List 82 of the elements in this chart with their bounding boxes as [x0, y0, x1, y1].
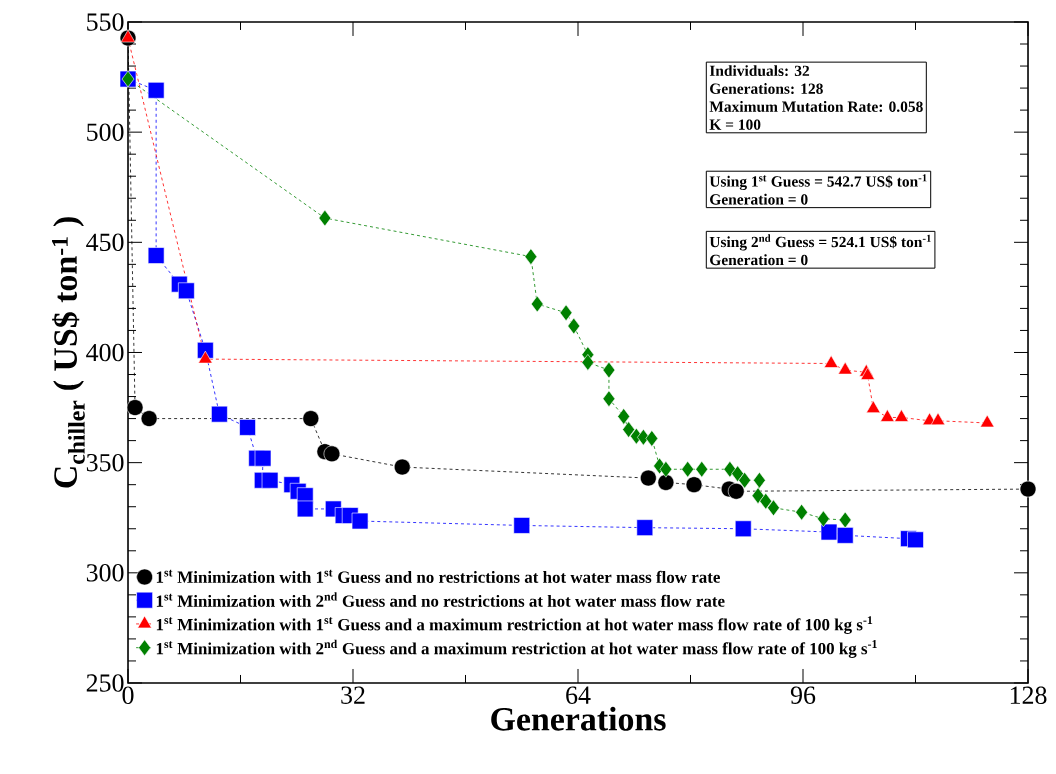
point — [393, 458, 411, 476]
point — [751, 487, 765, 504]
point — [657, 474, 675, 491]
point — [126, 399, 144, 416]
point — [727, 482, 745, 500]
point — [866, 400, 881, 413]
point — [198, 350, 213, 364]
point — [140, 410, 158, 427]
point — [351, 512, 369, 530]
point — [695, 460, 709, 478]
point — [254, 449, 272, 467]
x-tick-label: 0 — [122, 686, 134, 704]
annotation: Generations: 128 — [710, 83, 823, 95]
x-tick-label: 32 — [341, 686, 365, 704]
point — [530, 295, 544, 313]
y-tick-label: 550 — [87, 13, 124, 31]
point — [817, 510, 830, 528]
legend-label: 1$^{st}$ Minimization with 2$^{nd}$ Guess and no restrictions at hot water mass flow rate — [156, 592, 725, 607]
y-tick-label: 450 — [86, 233, 124, 252]
point — [513, 517, 531, 534]
point — [581, 354, 595, 371]
point — [738, 471, 751, 489]
point — [645, 430, 659, 447]
point — [838, 511, 852, 529]
point — [823, 355, 839, 368]
y-tick-label: 350 — [86, 453, 124, 472]
y-tick-label: 300 — [86, 564, 124, 582]
x-tick-label: 64 — [566, 686, 591, 704]
legend-label: 1$^{st}$ Minimization with 2$^{nd}$ Guess and a maximum restriction at hot water mass flow rate of 100 kg s$^{-1}$ — [156, 639, 877, 658]
point — [211, 405, 228, 423]
point — [980, 414, 995, 428]
annotation: Using 2$^{nd}$ Guess = 524.1 US$ ton$^{-1}$ — [709, 234, 931, 251]
point — [685, 476, 703, 493]
x-tick-label: 96 — [790, 686, 816, 704]
point — [753, 471, 766, 489]
point — [524, 248, 538, 265]
point — [239, 419, 256, 436]
point — [602, 390, 616, 408]
point — [559, 304, 573, 322]
point — [930, 412, 946, 426]
point — [622, 421, 635, 438]
annotation: Individuals: 32 — [709, 65, 810, 77]
point — [296, 500, 314, 518]
point — [602, 361, 616, 379]
annotation: Maximum Mutation Rate: 0.058 — [709, 101, 923, 112]
point — [147, 247, 165, 264]
legend-label: 1$^{st}$ Minimization with 1$^{st}$ Guess and a maximum restriction at hot water mass flow rate of 100 kg s$^{-1}$ — [156, 616, 873, 634]
y-tick-label: 500 — [87, 123, 124, 141]
point — [837, 361, 853, 375]
point — [567, 317, 581, 335]
x-tick-label: 128 — [1010, 686, 1047, 704]
point — [836, 527, 854, 544]
point — [880, 409, 895, 422]
point — [617, 408, 631, 425]
point — [178, 282, 195, 300]
annotation: Using 1$^{st}$ Guess = 542.7 US$ ton$^{-1}$ — [709, 174, 927, 190]
point — [795, 503, 808, 521]
y-tick-label: 250 — [86, 674, 124, 692]
y-tick-label: 400 — [86, 343, 124, 362]
point — [120, 29, 136, 43]
point — [261, 471, 279, 489]
point — [734, 520, 752, 538]
point — [636, 519, 654, 536]
point — [894, 409, 909, 422]
point — [640, 469, 657, 487]
point — [323, 445, 341, 463]
point — [302, 410, 320, 427]
point — [659, 460, 673, 478]
point — [147, 81, 165, 99]
point — [1019, 480, 1037, 498]
annotation: K = 100 — [709, 119, 761, 130]
point — [318, 209, 332, 227]
point — [820, 523, 838, 541]
point — [681, 460, 694, 478]
y-axis-title: C$_{chiller}$ ( US$ ton$^{-1}$ ) — [52, 217, 85, 488]
point — [767, 499, 780, 517]
annotation: Generation = 0 — [710, 193, 808, 205]
point — [759, 492, 773, 510]
legend-label: 1$^{st}$ Minimization with 1$^{st}$ Guess and no restrictions at hot water mass flow rate — [156, 569, 720, 583]
x-axis-title: Generations — [491, 706, 666, 731]
point — [907, 531, 924, 549]
annotation: Generation = 0 — [710, 254, 808, 266]
